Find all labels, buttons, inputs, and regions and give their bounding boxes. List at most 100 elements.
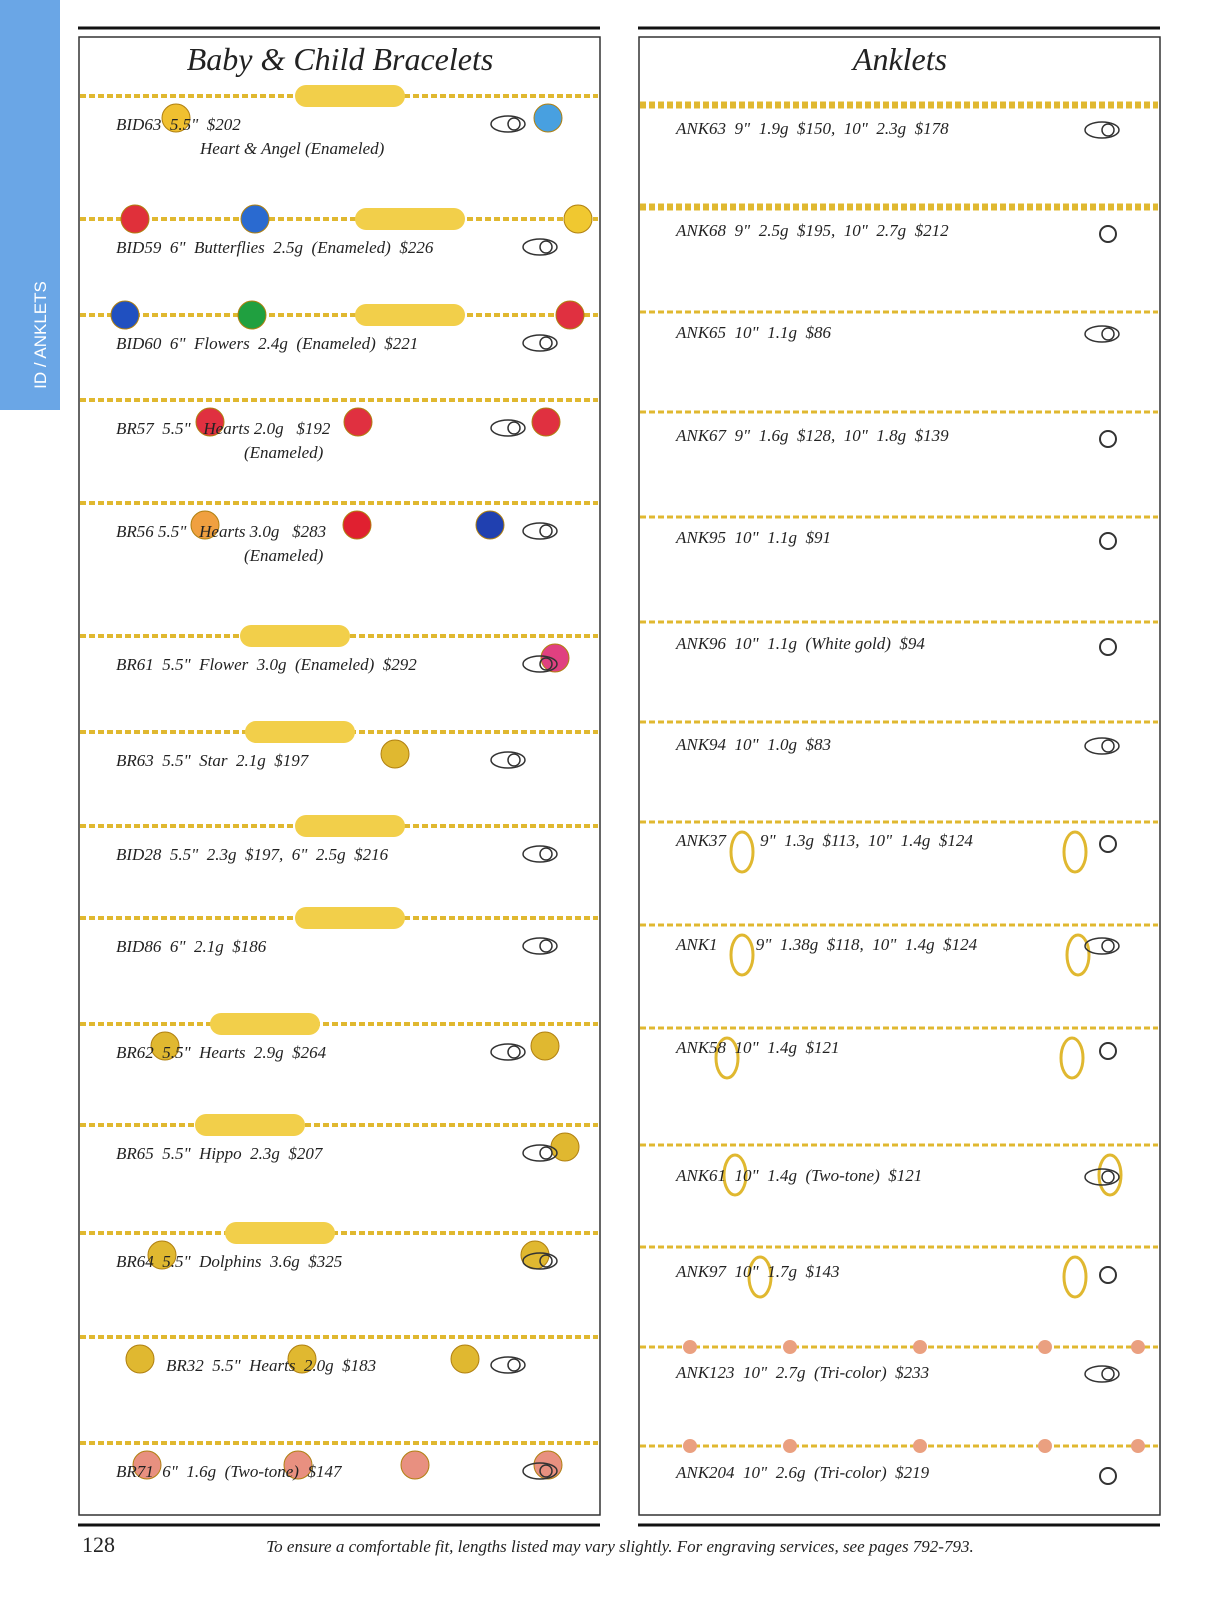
clasp-icon <box>522 655 558 673</box>
charm <box>555 300 585 330</box>
clasp-icon <box>1101 939 1115 953</box>
clasp-icon <box>539 847 553 861</box>
clasp-icon <box>507 421 521 435</box>
bead <box>683 1439 697 1453</box>
item-text: ANK63 9" 1.9g $150, 10" 2.3g $178 <box>675 119 949 138</box>
item-text: BID63 5.5" $202 <box>116 115 241 134</box>
charm <box>1062 1255 1088 1299</box>
id-plate <box>240 625 350 647</box>
item-text: ANK67 9" 1.6g $128, 10" 1.8g $139 <box>675 426 949 445</box>
charm <box>237 300 267 330</box>
bead <box>1131 1340 1145 1354</box>
right-title: Anklets <box>851 41 947 77</box>
left-title: Baby & Child Bracelets <box>187 41 494 77</box>
item-text: ANK204 10" 2.6g (Tri-color) $219 <box>675 1463 930 1482</box>
id-plate <box>355 208 465 230</box>
id-plate <box>210 1013 320 1035</box>
side-tab <box>0 0 60 410</box>
item-text: BR57 5.5" Hearts 2.0g $192 <box>116 419 331 438</box>
clasp-icon <box>1084 937 1120 955</box>
charm <box>125 1344 155 1374</box>
clasp-icon <box>522 1144 558 1162</box>
item-text: BR56 5.5" Hearts 3.0g $283 <box>116 522 326 541</box>
id-plate <box>295 85 405 107</box>
clasp-icon <box>522 522 558 540</box>
clasp-icon <box>1099 532 1117 550</box>
charm <box>132 1450 162 1480</box>
id-plate <box>295 907 405 929</box>
charm <box>342 510 372 540</box>
clasp-icon <box>1099 638 1117 656</box>
item-text: ANK61 10" 1.4g (Two-tone) $121 <box>675 1166 922 1185</box>
clasp-icon <box>539 1464 553 1478</box>
item-text: BR32 5.5" Hearts 2.0g $183 <box>166 1356 376 1375</box>
item-text: ANK97 10" 1.7g $143 <box>675 1262 839 1281</box>
charm <box>287 1344 317 1374</box>
clasp-icon <box>539 240 553 254</box>
item-text: ANK58 10" 1.4g $121 <box>675 1038 839 1057</box>
charm <box>531 407 561 437</box>
charm <box>1059 1036 1085 1080</box>
charm <box>533 103 563 133</box>
side-tab-label: ID / ANKLETS <box>31 281 50 389</box>
charm <box>450 1344 480 1374</box>
item-text: ANK68 9" 2.5g $195, 10" 2.7g $212 <box>675 221 949 240</box>
charm <box>343 407 373 437</box>
bead <box>683 1340 697 1354</box>
left-panel <box>78 36 601 1516</box>
item-text: ANK37 9" 1.3g $113, 10" 1.4g $124 <box>675 831 973 850</box>
clasp-icon <box>1101 1367 1115 1381</box>
clasp-icon <box>1101 1170 1115 1184</box>
item-text: BID86 6" 2.1g $186 <box>116 937 267 956</box>
charm <box>120 204 150 234</box>
clasp-icon <box>1084 1168 1120 1186</box>
charm <box>283 1450 313 1480</box>
bead <box>1038 1439 1052 1453</box>
clasp-icon <box>539 336 553 350</box>
clasp-icon <box>1101 123 1115 137</box>
clasp-icon <box>507 117 521 131</box>
id-plate <box>245 721 355 743</box>
clasp-icon <box>522 1462 558 1480</box>
items: BID63 5.5" $202 Heart & Angel (Enameled) B… <box>80 85 1158 1485</box>
item-text: BID28 5.5" 2.3g $197, 6" 2.5g $216 <box>116 845 389 864</box>
id-plate <box>355 304 465 326</box>
clasp-icon <box>539 939 553 953</box>
clasp-icon <box>522 937 558 955</box>
charm <box>1097 1153 1123 1197</box>
charm <box>722 1153 748 1197</box>
item-text: ANK1 9" 1.38g $118, 10" 1.4g $124 <box>675 935 978 954</box>
clasp-icon <box>522 845 558 863</box>
clasp-icon <box>1099 835 1117 853</box>
clasp-icon <box>507 1358 521 1372</box>
charm <box>195 407 225 437</box>
charm <box>729 830 755 874</box>
charm <box>563 204 593 234</box>
charm <box>240 204 270 234</box>
clasp-icon <box>1101 327 1115 341</box>
charm <box>1065 933 1091 977</box>
bead <box>1038 1340 1052 1354</box>
clasp-icon <box>490 419 526 437</box>
clasp-icon <box>490 1356 526 1374</box>
item-text: ANK96 10" 1.1g (White gold) $94 <box>675 634 925 653</box>
clasp-icon <box>490 115 526 133</box>
charm <box>161 103 191 133</box>
clasp-icon <box>539 1146 553 1160</box>
bead <box>1131 1439 1145 1453</box>
footer-note: To ensure a comfortable fit, lengths lis… <box>266 1537 973 1556</box>
item-text: BID59 6" Butterflies 2.5g (Enameled) $22… <box>116 238 434 257</box>
clasp-icon <box>539 524 553 538</box>
item-text: BR64 5.5" Dolphins 3.6g $325 <box>116 1252 342 1271</box>
id-plate <box>195 1114 305 1136</box>
item-text: BR63 5.5" Star 2.1g $197 <box>116 751 310 770</box>
clasp-icon <box>1084 121 1120 139</box>
clasp-icon <box>490 751 526 769</box>
item-text: BR71 6" 1.6g (Two-tone) $147 <box>116 1462 343 1481</box>
item-detail: (Enameled) <box>244 546 324 565</box>
charm <box>147 1240 177 1270</box>
clasp-icon <box>1099 225 1117 243</box>
clasp-icon <box>507 753 521 767</box>
clasp-icon <box>1099 1266 1117 1284</box>
charm <box>1062 830 1088 874</box>
